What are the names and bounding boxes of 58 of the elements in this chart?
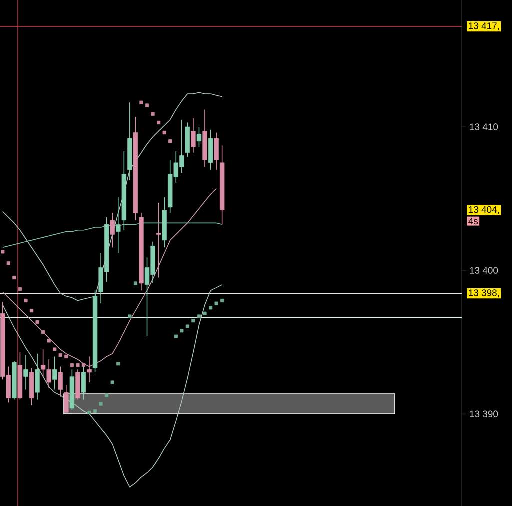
y-tick-label: 13 400 [470, 267, 498, 274]
point [128, 314, 132, 318]
point [30, 308, 34, 313]
point [151, 112, 155, 116]
ref-line-label: 13 417, [469, 22, 500, 30]
candlestick [64, 385, 69, 414]
point [168, 140, 172, 144]
candlestick [58, 366, 63, 398]
point [6, 262, 10, 266]
point [197, 314, 202, 318]
point [99, 402, 103, 406]
text: 4s [468, 218, 478, 225]
point [220, 298, 224, 303]
point [214, 302, 218, 306]
candlestick [191, 118, 196, 154]
point [180, 329, 184, 333]
point [110, 380, 114, 384]
point [93, 409, 98, 414]
y-tick-label: 13 390 [470, 410, 498, 418]
candlestick [116, 196, 121, 254]
candlestick [196, 126, 202, 148]
point [53, 348, 57, 352]
point [82, 364, 86, 368]
point [203, 312, 207, 316]
point [88, 410, 92, 414]
candlestick [24, 354, 28, 390]
point [174, 334, 178, 338]
candlestick [214, 132, 219, 170]
point [47, 339, 51, 343]
candlestick [110, 212, 115, 248]
candlestick [35, 353, 40, 400]
point [157, 120, 161, 125]
point [208, 306, 213, 310]
candlestick [87, 356, 92, 383]
point [64, 354, 68, 359]
point [134, 282, 138, 286]
ref-line-label: 13 398, [469, 290, 500, 298]
candlestick [156, 202, 162, 278]
point [145, 104, 150, 108]
point [70, 364, 74, 368]
point [105, 394, 109, 398]
candlestick [52, 356, 58, 390]
point [76, 364, 80, 368]
point [36, 320, 40, 324]
point [186, 324, 190, 328]
point [24, 298, 28, 303]
point [58, 353, 62, 358]
point [12, 276, 16, 280]
point [140, 100, 144, 104]
point [162, 130, 166, 135]
point [192, 319, 196, 323]
point [1, 250, 5, 254]
point [42, 330, 46, 334]
point [116, 362, 120, 366]
point [18, 287, 22, 292]
line-series [2, 284, 223, 488]
text: 13 404, [469, 206, 500, 214]
y-tick-label: 13 410 [470, 124, 498, 130]
